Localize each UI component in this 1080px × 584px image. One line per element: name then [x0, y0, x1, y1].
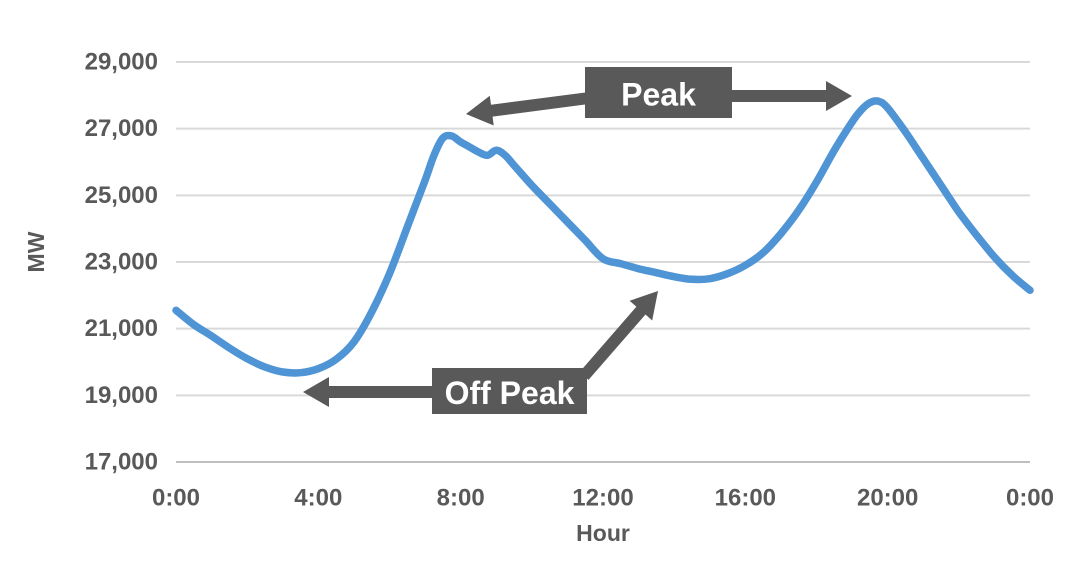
- y-axis-title: MW: [23, 231, 49, 272]
- peak-annotation-box: [585, 67, 732, 118]
- x-tick-label: 0:00: [1006, 485, 1054, 512]
- y-tick-label: 25,000: [85, 182, 158, 209]
- hourly-demand-line: [172, 97, 1034, 377]
- peak-annotation-label: Peak: [621, 77, 696, 113]
- x-axis-tick-labels: 0:00 4:00 8:00 12:00 16:00 20:00 0:00: [152, 485, 1054, 512]
- annotations: Peak Off Peak: [303, 67, 852, 414]
- demand-line-series: [172, 97, 1034, 377]
- off-peak-annotation-box: [432, 368, 587, 414]
- y-tick-label: 21,000: [85, 315, 158, 342]
- off-peak-annotation-label: Off Peak: [445, 375, 575, 411]
- peak-arrow-right: [728, 81, 852, 111]
- x-tick-label: 16:00: [715, 485, 776, 512]
- x-tick-label: 4:00: [294, 485, 342, 512]
- x-axis-title: Hour: [576, 520, 630, 546]
- x-tick-label: 12:00: [572, 485, 633, 512]
- x-tick-label: 0:00: [152, 485, 200, 512]
- off-peak-arrow-up: [579, 291, 658, 380]
- y-tick-label: 27,000: [85, 115, 158, 142]
- y-tick-label: 23,000: [85, 249, 158, 276]
- x-tick-label: 8:00: [437, 485, 485, 512]
- y-axis-tick-labels: 29,000 27,000 25,000 23,000 21,000 19,000 17,0…: [85, 49, 158, 476]
- x-tick-label: 20:00: [857, 485, 918, 512]
- peak-arrow-left: [466, 92, 590, 126]
- y-tick-label: 19,000: [85, 382, 158, 409]
- y-tick-label: 29,000: [85, 49, 158, 76]
- off-peak-arrow-left: [303, 377, 436, 407]
- y-tick-label: 17,000: [85, 449, 158, 476]
